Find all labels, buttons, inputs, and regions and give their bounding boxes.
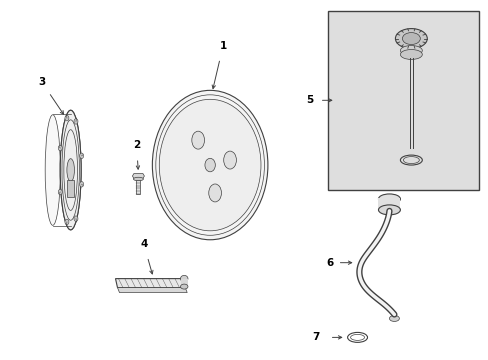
Text: 5: 5 bbox=[305, 95, 313, 105]
Ellipse shape bbox=[65, 219, 69, 225]
Ellipse shape bbox=[395, 28, 427, 49]
Ellipse shape bbox=[180, 284, 187, 289]
Ellipse shape bbox=[400, 50, 422, 59]
Ellipse shape bbox=[402, 32, 420, 45]
Ellipse shape bbox=[152, 90, 267, 240]
Ellipse shape bbox=[65, 116, 69, 121]
Ellipse shape bbox=[60, 110, 81, 230]
Ellipse shape bbox=[400, 45, 422, 55]
Text: 3: 3 bbox=[38, 77, 45, 87]
Text: 6: 6 bbox=[325, 258, 333, 268]
Ellipse shape bbox=[60, 110, 81, 230]
Ellipse shape bbox=[74, 216, 78, 221]
Bar bbox=[327, 11, 478, 190]
Text: 2: 2 bbox=[133, 140, 140, 150]
Ellipse shape bbox=[208, 184, 221, 202]
Text: 7: 7 bbox=[311, 332, 319, 342]
Ellipse shape bbox=[80, 153, 83, 158]
Ellipse shape bbox=[133, 177, 143, 181]
Ellipse shape bbox=[180, 275, 187, 282]
Text: 4: 4 bbox=[140, 239, 147, 249]
Ellipse shape bbox=[388, 315, 399, 321]
Ellipse shape bbox=[204, 158, 215, 172]
Ellipse shape bbox=[58, 189, 62, 195]
Ellipse shape bbox=[74, 119, 78, 124]
Text: 1: 1 bbox=[219, 41, 226, 51]
Ellipse shape bbox=[378, 205, 400, 215]
Polygon shape bbox=[132, 174, 144, 179]
Polygon shape bbox=[115, 279, 185, 288]
Bar bbox=[180, 279, 187, 287]
Ellipse shape bbox=[191, 131, 204, 149]
Ellipse shape bbox=[45, 115, 60, 225]
Bar bbox=[136, 180, 140, 194]
Ellipse shape bbox=[378, 194, 400, 204]
Ellipse shape bbox=[63, 128, 78, 212]
Ellipse shape bbox=[58, 145, 62, 151]
Bar bbox=[378, 198, 400, 210]
Ellipse shape bbox=[61, 119, 80, 221]
Ellipse shape bbox=[156, 95, 264, 235]
Ellipse shape bbox=[67, 159, 74, 181]
Ellipse shape bbox=[159, 99, 261, 231]
Polygon shape bbox=[117, 288, 187, 293]
Ellipse shape bbox=[80, 181, 83, 187]
Bar bbox=[67, 180, 74, 197]
Ellipse shape bbox=[223, 151, 236, 169]
